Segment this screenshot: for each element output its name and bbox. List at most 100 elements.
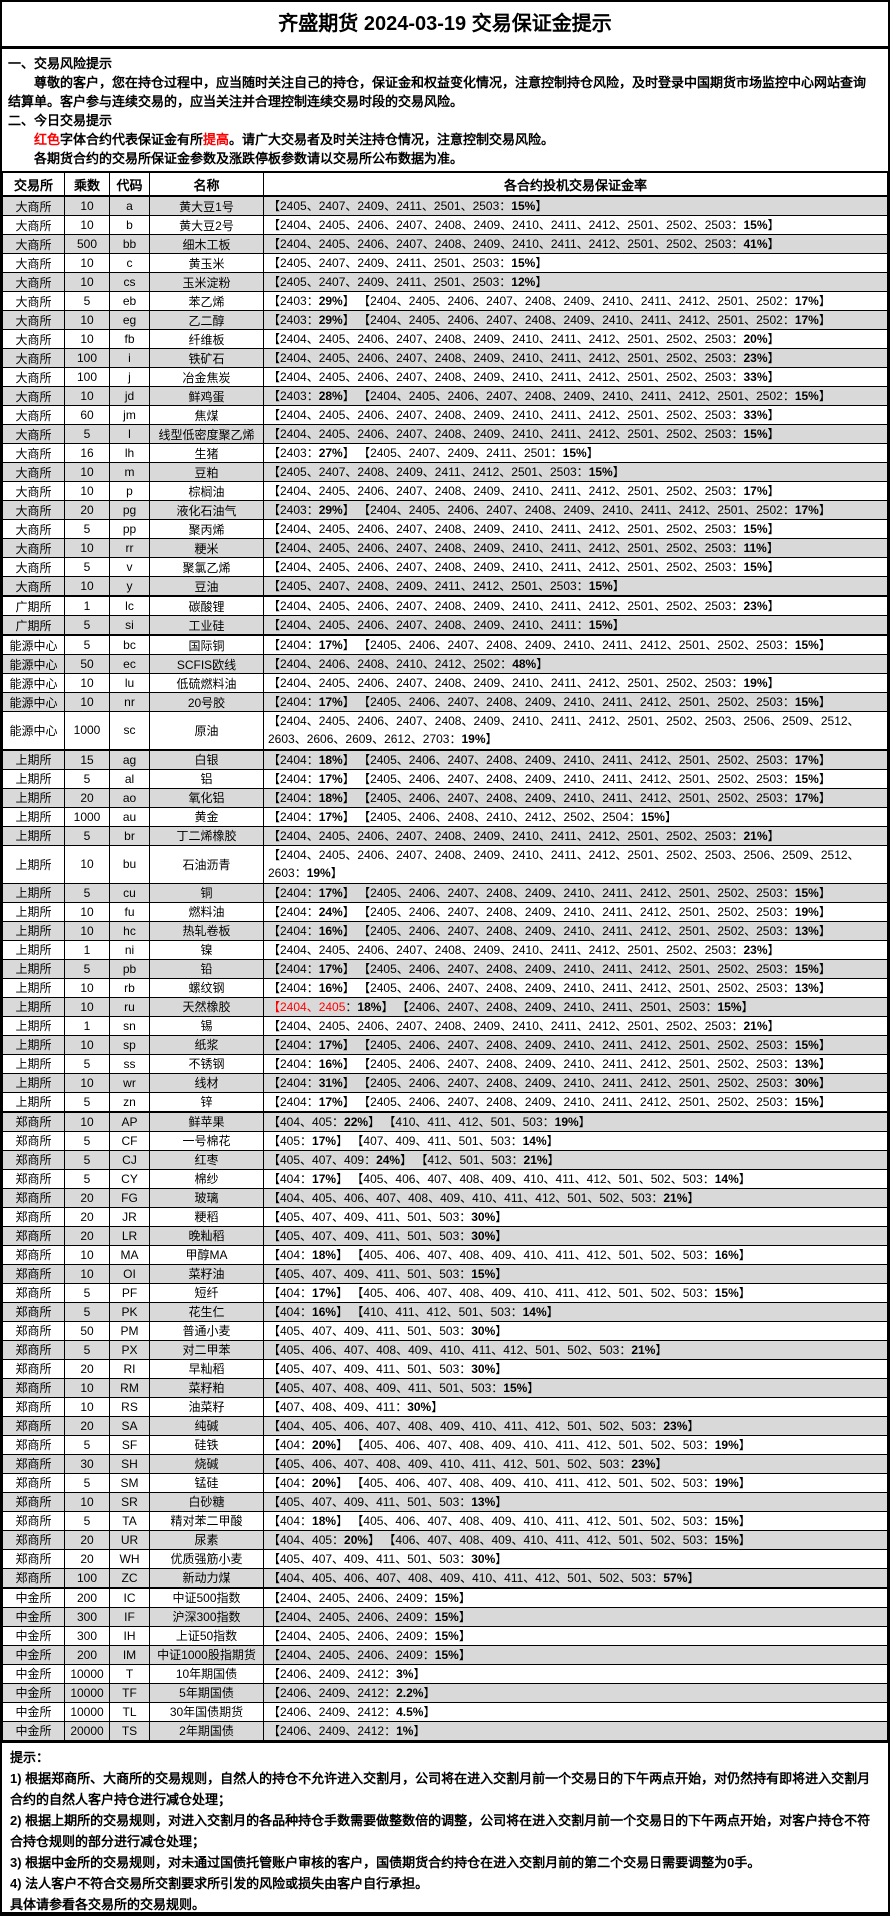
table-row: 郑商所 5 PK 花生仁 【404：16%】 【410、411、412、501、503：… bbox=[2, 1301, 888, 1322]
name-cell: 国际铜 bbox=[149, 634, 264, 655]
rate-text: 【2403： bbox=[268, 389, 319, 403]
rate-text: 23% bbox=[743, 942, 768, 957]
rate-text: 】 bbox=[738, 1171, 751, 1186]
rate-text: 】 bbox=[738, 1247, 751, 1262]
table-row: 中金所 300 IH 上证50指数 【2404、2405、2406、2409：15%】 bbox=[2, 1625, 888, 1646]
multiplier-cell: 10 bbox=[64, 844, 110, 884]
rate-cell: 【2405、2407、2409、2411、2501、2503：15%】 bbox=[263, 195, 888, 216]
rate-text: 】 bbox=[535, 199, 548, 213]
exchange-cell: 大商所 bbox=[2, 462, 65, 482]
rate-text: 】 bbox=[818, 961, 831, 976]
rate-cell: 【2404、2405、2406、2407、2408、2409、2410、2411… bbox=[263, 424, 888, 444]
rate-text: 【2404、2405、2406、2409： bbox=[268, 1590, 435, 1605]
rate-text: 【2404、2405、2406、2409： bbox=[268, 1628, 435, 1643]
rate-text: 】 bbox=[612, 579, 625, 593]
table-row: 郑商所 5 SM 锰硅 【404：20%】 【405、406、407、408、409、4… bbox=[2, 1472, 888, 1493]
code-cell: TL bbox=[109, 1701, 150, 1722]
multiplier-cell: 10 bbox=[64, 1034, 110, 1055]
multiplier-cell: 1000 bbox=[64, 806, 110, 827]
rate-cell: 【404：18%】 【405、406、407、408、409、410、411、4… bbox=[263, 1244, 888, 1265]
rate-cell: 【404、405：20%】 【406、407、408、409、410、411、4… bbox=[263, 1529, 888, 1550]
table-row: 大商所 16 lh 生猪 【2403：27%】 【2405、2407、2409、2411… bbox=[2, 443, 888, 463]
code-cell: pp bbox=[109, 519, 150, 539]
rate-cell: 【2404、2405、2406、2407、2408、2409、2410、2411… bbox=[263, 711, 888, 750]
exchange-cell: 大商所 bbox=[2, 215, 65, 235]
rate-text: 】 bbox=[485, 732, 498, 747]
rate-text: 】 bbox=[687, 1570, 700, 1585]
exchange-cell: 郑商所 bbox=[2, 1491, 65, 1512]
rate-text: 【404、405、406、407、408、409、410、411、412、501… bbox=[268, 1418, 664, 1433]
rate-text: 14% bbox=[714, 1171, 739, 1186]
multiplier-cell: 10 bbox=[64, 310, 110, 330]
rate-text: 】 bbox=[612, 465, 625, 479]
rate-text: 【2404： bbox=[268, 1056, 319, 1071]
rate-text: 33% bbox=[743, 370, 768, 384]
table-row: 上期所 10 fu 燃料油 【2404：24%】 【2405、2406、2407、240… bbox=[2, 901, 888, 922]
table-row: 大商所 500 bb 细木工板 【2404、2405、2406、2407、2408、24… bbox=[2, 234, 888, 254]
name-cell: 10年期国债 bbox=[149, 1663, 264, 1684]
rate-text: 】 【2405、2406、2407、2408、2409、2410、2411、24… bbox=[342, 961, 795, 976]
table-row: 中金所 10000 T 10年期国债 【2406、2409、2412：3%】 bbox=[2, 1663, 888, 1684]
rate-cell: 【2404：24%】 【2405、2406、2407、2408、2409、241… bbox=[263, 901, 888, 922]
rate-text: 【404、405： bbox=[268, 1532, 345, 1547]
code-cell: ag bbox=[109, 748, 150, 770]
rate-text: 15% bbox=[794, 1037, 819, 1052]
rate-text: 【405、407、409、411、501、503： bbox=[268, 1323, 472, 1338]
rate-text: 11% bbox=[743, 541, 767, 555]
rate-text: 24% bbox=[376, 1152, 401, 1167]
table-row: 大商所 5 l 线型低密度聚乙烯 【2404、2405、2406、2407、2408、2… bbox=[2, 424, 888, 444]
rate-text: 】 bbox=[767, 1018, 780, 1033]
rate-text: 【2404： bbox=[268, 638, 319, 652]
multiplier-cell: 100 bbox=[64, 1567, 110, 1588]
exchange-cell: 大商所 bbox=[2, 557, 65, 577]
rate-text: 15% bbox=[794, 638, 819, 652]
rate-text: 【2405、2407、2408、2409、2411、2412、2501、2503… bbox=[268, 465, 589, 479]
multiplier-cell: 20000 bbox=[64, 1720, 110, 1741]
rate-text: 15% bbox=[743, 218, 768, 232]
rate-text: 】 【2405、2406、2407、2408、2409、2410、2411、24… bbox=[342, 771, 795, 786]
rate-text: 15% bbox=[743, 522, 768, 536]
multiplier-cell: 20 bbox=[64, 1529, 110, 1550]
rate-text: 【404： bbox=[268, 1475, 313, 1490]
exchange-cell: 上期所 bbox=[2, 977, 65, 998]
rate-cell: 【405、407、409、411、501、503：30%】 bbox=[263, 1206, 888, 1227]
rate-text: 17% bbox=[794, 790, 819, 805]
today-note: 红色字体合约代表保证金有所提高。请广大交易者及时关注持仓情况，注意控制交易风险。 bbox=[8, 130, 878, 149]
table-row: 大商所 10 rr 粳米 【2404、2405、2406、2407、2408、2409、… bbox=[2, 538, 888, 558]
table-row: 郑商所 10 OI 菜籽油 【405、407、409、411、501、503：15%】 bbox=[2, 1263, 888, 1284]
code-cell: ru bbox=[109, 996, 150, 1017]
rate-text: 17% bbox=[318, 638, 343, 652]
rate-text: 14% bbox=[522, 1304, 547, 1319]
multiplier-cell: 10 bbox=[64, 272, 110, 292]
code-cell: y bbox=[109, 576, 150, 597]
rate-text: 】 【405、406、407、408、409、410、411、412、501、5… bbox=[336, 1475, 715, 1490]
rate-text: 【2404、2405、2406、2407、2408、2409、2410、2411… bbox=[268, 351, 744, 365]
rate-text: 23% bbox=[631, 1456, 656, 1471]
name-cell: 棕榈油 bbox=[149, 481, 264, 501]
rate-text: 】 bbox=[458, 1628, 471, 1643]
code-cell: rr bbox=[109, 538, 150, 558]
rate-text: 【2404、2405、2406、2407、2408、2409、2410、2411… bbox=[268, 714, 860, 747]
rate-text: 18% bbox=[318, 790, 343, 805]
rate-cell: 【2404、2405、2406、2407、2408、2409、2410、2411… bbox=[263, 844, 888, 884]
rate-cell: 【404：18%】 【405、406、407、408、409、410、411、4… bbox=[263, 1510, 888, 1531]
multiplier-cell: 300 bbox=[64, 1606, 110, 1627]
table-row: 郑商所 30 SH 烧碱 【405、406、407、408、409、410、411、41… bbox=[2, 1453, 888, 1474]
rate-text: 15% bbox=[794, 961, 819, 976]
rate-text: 18% bbox=[312, 1247, 337, 1262]
rate-text: 24% bbox=[318, 904, 343, 919]
multiplier-cell: 15 bbox=[64, 748, 110, 770]
table-row: 大商所 10 fb 纤维板 【2404、2405、2406、2407、2408、2409… bbox=[2, 329, 888, 349]
multiplier-cell: 10 bbox=[64, 538, 110, 558]
multiplier-cell: 5 bbox=[64, 1472, 110, 1493]
rate-text: 41% bbox=[743, 237, 768, 251]
code-cell: sn bbox=[109, 1015, 150, 1036]
name-cell: 聚氯乙烯 bbox=[149, 557, 264, 577]
multiplier-cell: 50 bbox=[64, 654, 110, 674]
rate-text: 【2404、2405、2406、2407、2408、2409、2410、2411… bbox=[268, 942, 744, 957]
rate-text: 】 bbox=[738, 1475, 751, 1490]
rate-text: 【2404、2405、2406、2407、2408、2409、2410、2411… bbox=[268, 332, 744, 346]
name-cell: 天然橡胶 bbox=[149, 996, 264, 1017]
rate-text: 【2404： bbox=[268, 885, 319, 900]
rate-text: 15% bbox=[794, 389, 819, 403]
